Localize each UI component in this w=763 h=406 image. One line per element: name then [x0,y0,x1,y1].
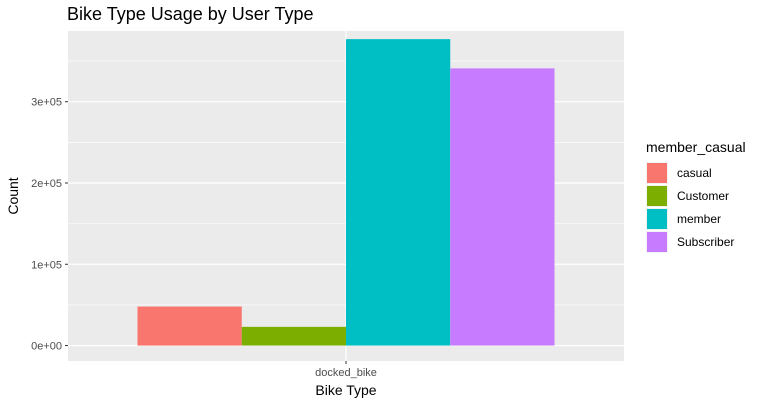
legend-label-member: member [677,212,721,226]
y-tick-label: 1e+05 [31,259,62,271]
bar-casual [137,306,242,346]
y-tick-label: 3e+05 [31,97,62,109]
legend: member_casual casual Customer member Subscr… [646,139,746,253]
x-axis-title: Bike Type [315,382,376,398]
x-tick-label: docked_bike [315,367,377,379]
legend-swatch-casual [647,163,667,183]
x-axis-ticks: docked_bike [315,361,377,379]
y-tick-label: 2e+05 [31,178,62,190]
bars [137,39,555,346]
y-axis-ticks: 0e+00 1e+05 2e+05 3e+05 [31,97,68,353]
legend-swatch-customer [647,186,667,206]
bar-subscriber [450,68,555,346]
chart-title: Bike Type Usage by User Type [67,4,313,24]
legend-label-customer: Customer [677,189,729,203]
legend-swatch-member [647,209,667,229]
bar-member [346,39,451,346]
y-axis-title: Count [5,177,21,214]
legend-label-subscriber: Subscriber [677,235,734,249]
legend-title: member_casual [646,139,746,155]
legend-swatch-subscriber [647,232,667,252]
y-tick-label: 0e+00 [31,341,62,353]
legend-label-casual: casual [677,166,712,180]
bar-customer [241,326,346,346]
